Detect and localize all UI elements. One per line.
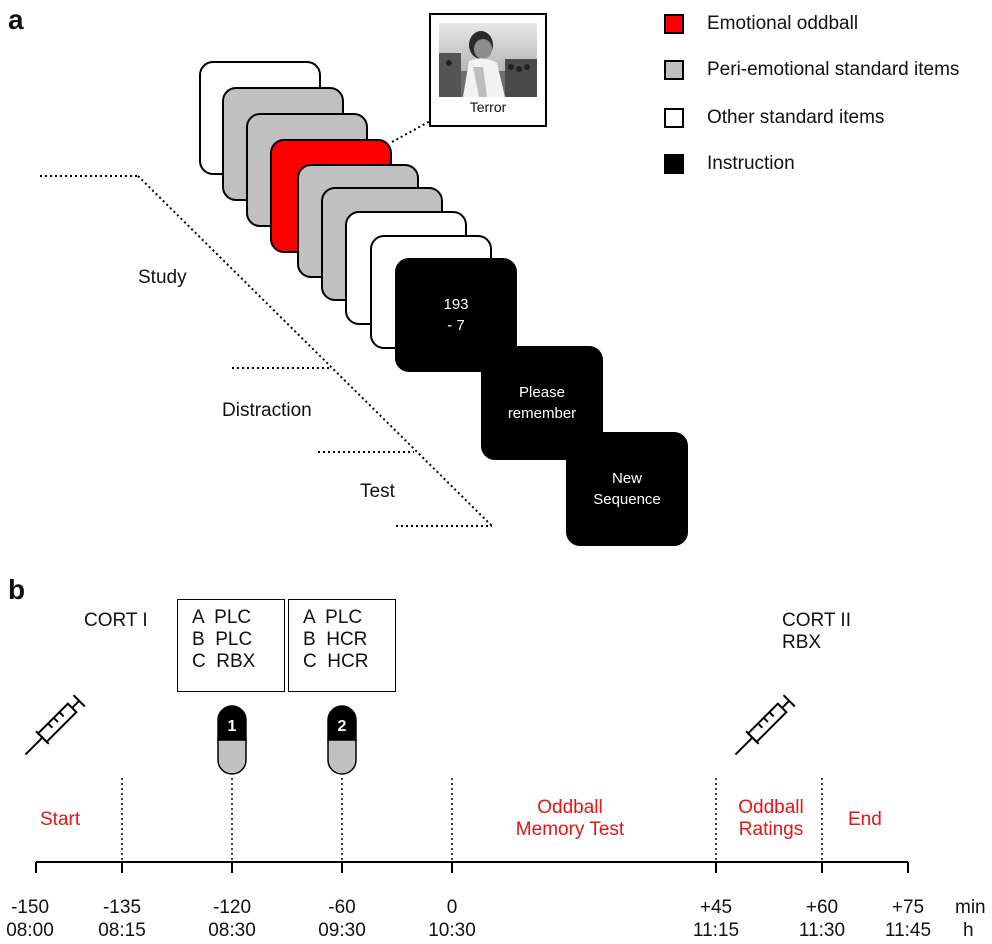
legend-label: Other standard items xyxy=(707,107,885,128)
phase-label-distraction: Distraction xyxy=(222,400,312,421)
condition-line: B HCR xyxy=(303,629,368,650)
legend-swatch-white xyxy=(664,108,684,128)
timeline-graphics: 1 2 xyxy=(24,694,909,873)
tick-clock: 11:45 xyxy=(884,920,932,941)
cort-ii-label: CORT II RBX xyxy=(782,610,851,654)
tick-minutes: -150 xyxy=(10,897,50,918)
example-picture-frame: Terror xyxy=(429,13,547,127)
example-photo xyxy=(439,23,537,97)
legend-label: Peri-emotional standard items xyxy=(707,59,960,80)
cort-i-label: CORT I xyxy=(84,610,148,631)
legend-swatch-gray xyxy=(664,60,684,80)
tick-clock: 10:30 xyxy=(428,920,476,941)
tick-clock: 11:15 xyxy=(692,920,740,941)
tick-clock: 11:30 xyxy=(798,920,846,941)
card-instruction-remember: Please remember xyxy=(481,346,603,460)
tick-minutes: 0 xyxy=(446,897,458,918)
pill-number: 1 xyxy=(228,718,237,735)
legend-label: Emotional oddball xyxy=(707,13,859,34)
tick-minutes: +75 xyxy=(891,897,925,918)
panel-a-dotted-lines xyxy=(40,119,493,527)
cort-ii-line: CORT II xyxy=(782,610,851,631)
tick-minutes: -120 xyxy=(212,897,252,918)
card-instruction-new-sequence: New Sequence xyxy=(566,432,688,546)
condition-line: A PLC xyxy=(303,607,363,628)
phase-start: Start xyxy=(40,809,81,830)
pill-number: 2 xyxy=(338,718,347,735)
ratings-line: Ratings xyxy=(738,819,804,840)
example-picture-caption: Terror xyxy=(469,99,507,115)
pill-icon: 2 xyxy=(327,705,357,775)
unit-minutes: min xyxy=(955,897,986,918)
pill-2-conditions-box: A PLC B HCR C HCR xyxy=(288,599,396,692)
panel-a-label: a xyxy=(8,4,24,35)
unit-hours: h xyxy=(963,920,974,941)
tick-minutes: -135 xyxy=(102,897,142,918)
tick-clock: 08:15 xyxy=(98,920,146,941)
tick-clock: 08:00 xyxy=(6,920,54,941)
memory-test-line: Memory Test xyxy=(515,819,625,840)
legend-swatch-red xyxy=(664,14,684,34)
phase-label-test: Test xyxy=(360,481,395,502)
condition-line: C HCR xyxy=(303,651,369,672)
condition-line: A PLC xyxy=(192,607,252,628)
tick-minutes: -60 xyxy=(328,897,356,918)
tick-clock: 09:30 xyxy=(318,920,366,941)
tick-minutes: +45 xyxy=(699,897,733,918)
phase-label-study: Study xyxy=(138,267,187,288)
pill-1-conditions-box: A PLC B PLC C RBX xyxy=(177,599,285,692)
legend-label: Instruction xyxy=(707,153,795,174)
phase-memory-test: Oddball Memory Test xyxy=(514,797,626,841)
syringe-icon xyxy=(24,694,86,756)
phase-end: End xyxy=(848,809,882,830)
tick-minutes: +60 xyxy=(805,897,839,918)
phase-ratings: Oddball Ratings xyxy=(731,797,811,841)
syringe-icon xyxy=(734,694,796,756)
pill-icon: 1 xyxy=(217,705,247,775)
panel-b-label: b xyxy=(8,574,26,605)
legend-swatch-black xyxy=(664,154,684,174)
condition-line: B PLC xyxy=(192,629,253,650)
cort-ii-line: RBX xyxy=(782,632,822,653)
ratings-line: Oddball xyxy=(738,797,804,818)
tick-clock: 08:30 xyxy=(208,920,256,941)
condition-line: C RBX xyxy=(192,651,256,672)
memory-test-line: Oddball xyxy=(537,797,603,818)
